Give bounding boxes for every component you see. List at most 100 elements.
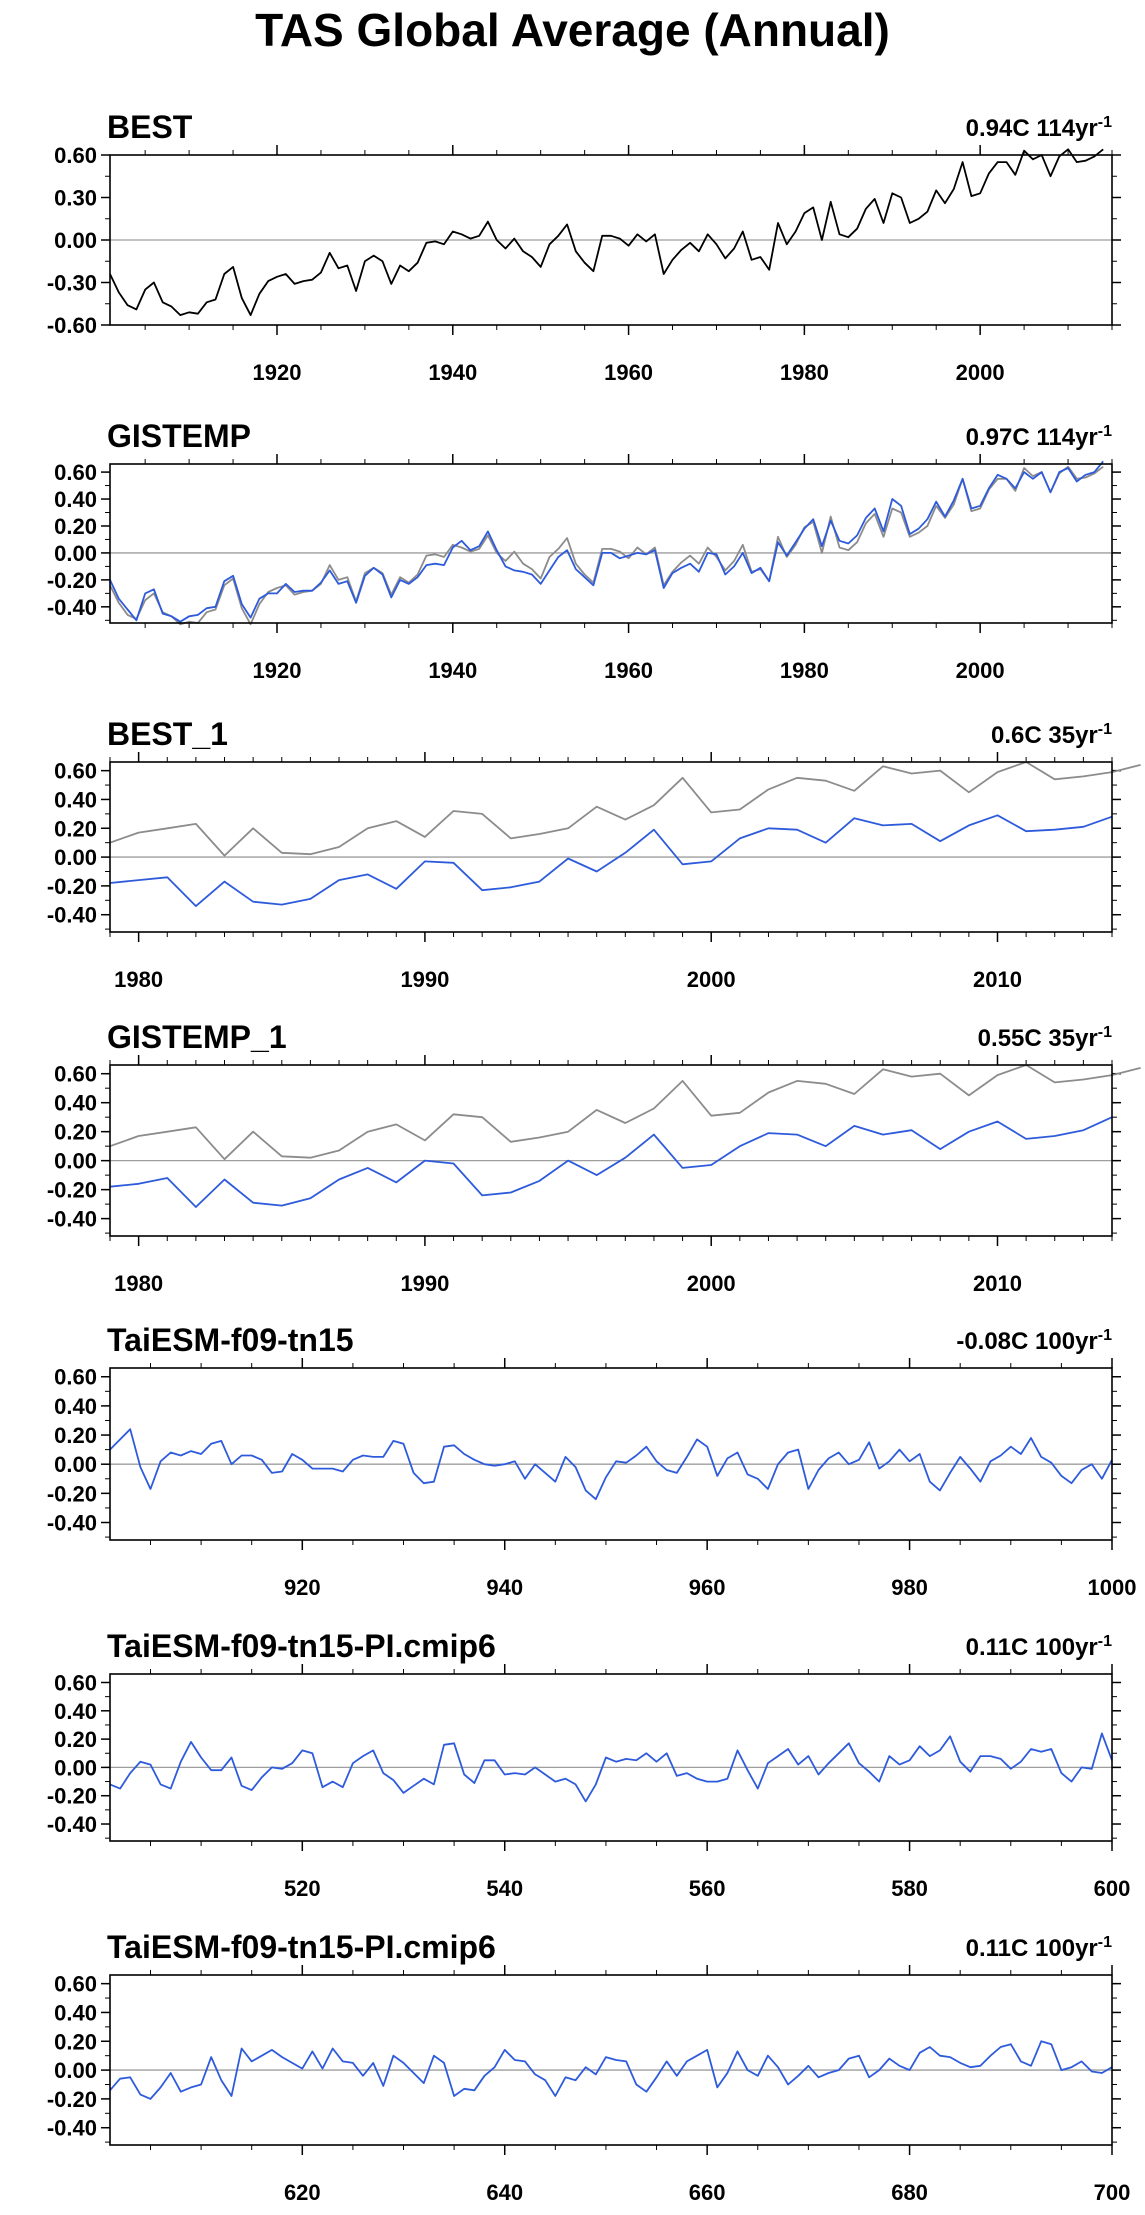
y-tick-label: 0.00 — [54, 541, 97, 566]
x-tick-label: 540 — [486, 1876, 523, 1901]
y-tick-label: 0.40 — [54, 787, 97, 812]
y-tick-label: 0.60 — [54, 460, 97, 485]
plot-frame — [109, 463, 1113, 624]
y-tick-label: 0.00 — [54, 228, 97, 253]
y-tick-label: -0.60 — [47, 313, 97, 338]
y-tick-label: -0.20 — [47, 874, 97, 899]
y-tick-label: 0.00 — [54, 1149, 97, 1174]
panel-title: GISTEMP — [107, 418, 251, 454]
y-tick-label: 0.60 — [54, 143, 97, 168]
x-tick-label: 1940 — [428, 658, 477, 683]
y-tick-label: -0.20 — [47, 1784, 97, 1809]
x-tick-labels: 1920 1940 1960 1980 2000 — [253, 658, 1005, 683]
y-tick-labels: 0.600.400.200.00-0.20-0.40 — [47, 460, 97, 620]
x-tick-label: 1980 — [114, 1271, 163, 1296]
x-tick-label: 700 — [1094, 2180, 1131, 2205]
y-tick-label: -0.20 — [47, 2087, 97, 2112]
panel-title: TaiESM-f09-tn15 — [107, 1322, 354, 1358]
x-tick-label: 520 — [284, 1876, 321, 1901]
panel-title: TaiESM-f09-tn15-PI.cmip6 — [107, 1628, 496, 1664]
trend-label: 0.97C 114yr-1 — [966, 423, 1112, 451]
y-tick-label: 0.30 — [54, 186, 97, 211]
x-tick-label: 980 — [891, 1575, 928, 1600]
plot-frame — [109, 1064, 1113, 1237]
x-tick-label: 1960 — [604, 658, 653, 683]
y-tick-label: -0.20 — [47, 568, 97, 593]
y-tick-label: 0.40 — [54, 2000, 97, 2025]
panel-title: GISTEMP_1 — [107, 1019, 287, 1055]
x-tick-label: 2000 — [956, 658, 1005, 683]
panel-1: BEST 0.94C 114yr-1 0.60 0.30 0.00 -0.30 -0.60 1… — [47, 109, 1121, 385]
x-tick-label: 1990 — [400, 1271, 449, 1296]
y-tick-label: -0.40 — [47, 595, 97, 620]
panel-3: BEST_1 0.6C 35yr-1 0.60 0.40 0.20 0.00 -0.20 -0… — [47, 716, 1141, 992]
y-tick-label: -0.40 — [47, 1812, 97, 1837]
x-tick-label: 660 — [689, 2180, 726, 2205]
x-tick-label: 1920 — [253, 658, 302, 683]
x-tick-label: 2000 — [956, 360, 1005, 385]
x-tick-label: 680 — [891, 2180, 928, 2205]
series-line-black — [109, 148, 1104, 317]
x-tick-label: 600 — [1094, 1876, 1131, 1901]
page-title: TAS Global Average (Annual) — [255, 4, 890, 56]
y-tick-label: 0.40 — [54, 1394, 97, 1419]
trend-label: 0.94C 114yr-1 — [966, 114, 1112, 142]
y-tick-label: 0.60 — [54, 1670, 97, 1695]
y-tick-label: 0.40 — [54, 1699, 97, 1724]
y-tick-label: 0.20 — [54, 2029, 97, 2054]
series-line-gray — [109, 761, 1141, 857]
y-tick-label: 0.20 — [54, 816, 97, 841]
x-tick-labels: 1920 1940 1960 1980 2000 — [253, 360, 1005, 385]
y-tick-label: -0.40 — [47, 1207, 97, 1232]
y-tick-label: -0.40 — [47, 903, 97, 928]
x-tick-label: 580 — [891, 1876, 928, 1901]
y-tick-label: -0.40 — [47, 2116, 97, 2141]
trend-label: 0.55C 35yr-1 — [978, 1024, 1112, 1052]
y-tick-label: -0.30 — [47, 271, 97, 296]
panel-7: TaiESM-f09-tn15-PI.cmip6 0.11C 100yr-1 0.6… — [47, 1929, 1131, 2205]
panel-title: BEST_1 — [107, 716, 228, 752]
y-tick-label: 0.40 — [54, 487, 97, 512]
plot-frame — [109, 761, 1113, 933]
x-tick-label: 1990 — [400, 967, 449, 992]
y-tick-label: -0.40 — [47, 1511, 97, 1536]
trend-label: -0.08C 100yr-1 — [956, 1327, 1112, 1355]
x-tick-label: 640 — [486, 2180, 523, 2205]
x-tick-label: 2000 — [687, 967, 736, 992]
series-line-blue — [109, 814, 1113, 907]
y-tick-labels: 0.600.400.200.00-0.20-0.40 — [47, 1062, 97, 1232]
panel-2: GISTEMP 0.97C 114yr-1 0.600.400.200.00-0.2… — [47, 418, 1121, 683]
x-tick-label: 620 — [284, 2180, 321, 2205]
x-tick-label: 2010 — [973, 1271, 1022, 1296]
x-tick-label: 940 — [486, 1575, 523, 1600]
panel-4: GISTEMP_1 0.55C 35yr-1 0.60 0.40 0.20 0.00 -0.… — [47, 1019, 1141, 1296]
y-tick-labels: 0.600.400.200.00-0.20-0.40 — [47, 1365, 97, 1536]
x-tick-label: 1000 — [1088, 1575, 1137, 1600]
trend-label: 0.11C 100yr-1 — [966, 1633, 1112, 1661]
x-tick-label: 560 — [689, 1876, 726, 1901]
x-tick-label: 960 — [689, 1575, 726, 1600]
y-tick-labels: 0.600.400.200.00-0.20-0.40 — [47, 1670, 97, 1837]
y-tick-label: 0.20 — [54, 1120, 97, 1145]
y-tick-label: 0.00 — [54, 1755, 97, 1780]
x-tick-label: 1940 — [428, 360, 477, 385]
y-tick-label: 0.40 — [54, 1091, 97, 1116]
x-tick-labels: 920 940 960 980 1000 — [284, 1575, 1137, 1600]
series-line-blue — [109, 2040, 1113, 2100]
plot-frame — [109, 1367, 1113, 1541]
plot-frame — [109, 1974, 1113, 2146]
y-tick-label: 0.00 — [54, 845, 97, 870]
x-tick-label: 920 — [284, 1575, 321, 1600]
x-tick-label: 1960 — [604, 360, 653, 385]
y-tick-label: 0.20 — [54, 1423, 97, 1448]
x-tick-labels: 1980 1990 2000 2010 — [114, 1271, 1022, 1296]
x-tick-label: 1980 — [114, 967, 163, 992]
plot-frame — [109, 1673, 1113, 1842]
series-line-gray — [109, 465, 1104, 626]
y-tick-labels: 0.600.400.200.00-0.20-0.40 — [47, 1972, 97, 2141]
series-line-blue — [109, 1116, 1113, 1208]
x-tick-label: 1980 — [780, 658, 829, 683]
trend-label: 0.11C 100yr-1 — [966, 1934, 1112, 1962]
panel-6: TaiESM-f09-tn15-PI.cmip6 0.11C 100yr-1 0.6… — [47, 1628, 1131, 1901]
